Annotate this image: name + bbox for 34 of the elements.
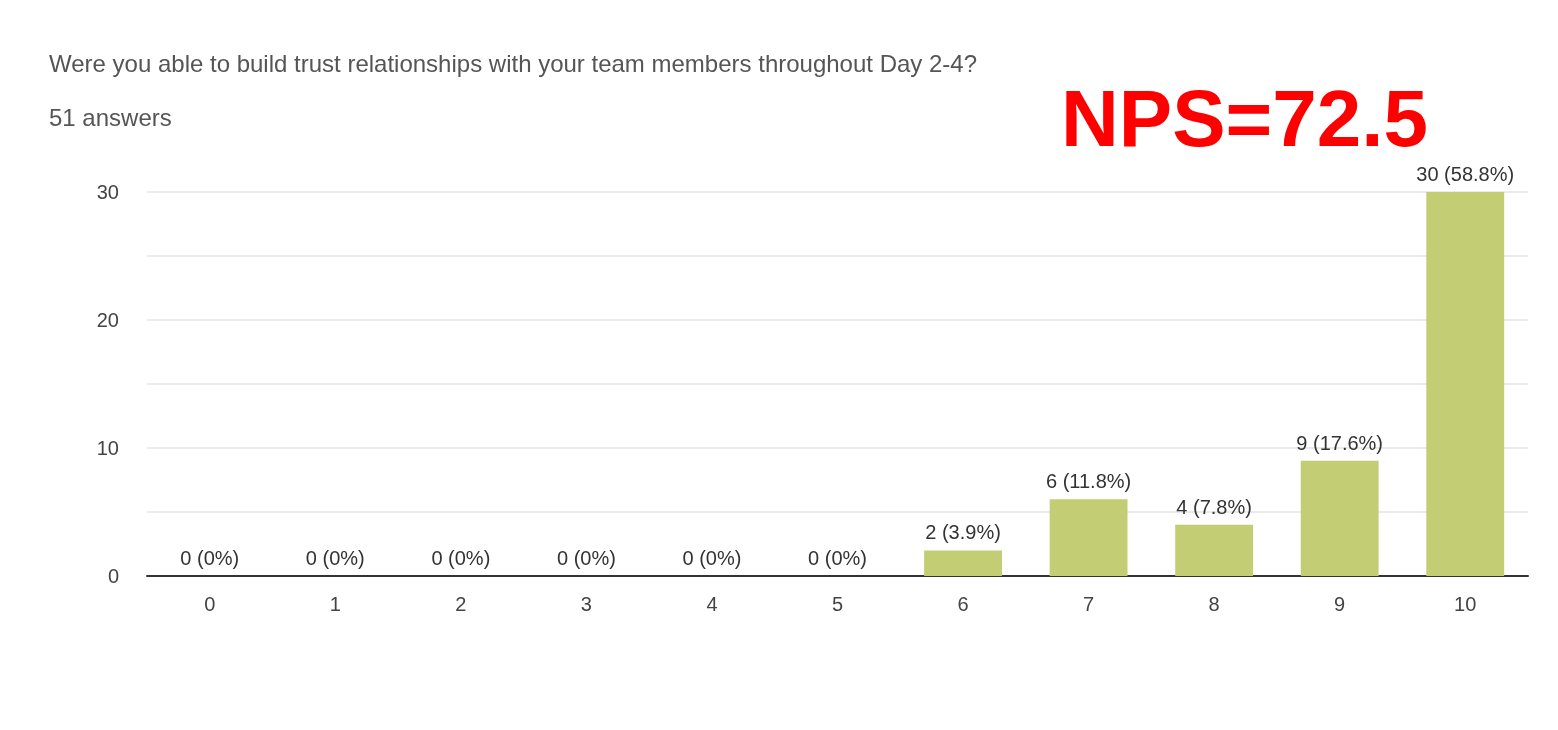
data-label: 0 (0%): [808, 547, 867, 569]
data-label: 4 (7.8%): [1176, 495, 1252, 518]
data-label: 2 (3.9%): [925, 521, 1001, 544]
x-tick-label: 10: [1454, 593, 1477, 615]
y-tick-label: 0: [107, 565, 119, 587]
x-tick-label: 1: [329, 593, 341, 615]
x-tick-label: 5: [831, 593, 844, 615]
data-label: 6 (11.8%): [1045, 470, 1132, 493]
y-tick-label: 10: [96, 437, 119, 459]
chart-title: Were you able to build trust relationships with your team members throughout Day 2-4?: [49, 49, 978, 77]
text: NPS=72.5: [1061, 73, 1429, 163]
x-tick-label: 4: [706, 593, 718, 615]
bar: [1426, 192, 1505, 576]
chart-subtitle: 51 answers: [49, 103, 172, 131]
x-tick-label: 0: [204, 593, 216, 615]
bar: [1175, 524, 1254, 576]
data-label: 0 (0%): [180, 547, 240, 569]
x-tick-label: 3: [580, 593, 592, 615]
bar: [1049, 499, 1128, 576]
y-tick-label: 20: [96, 309, 119, 331]
data-label: 9 (17.6%): [1296, 431, 1384, 454]
x-tick-label: 7: [1083, 593, 1095, 615]
x-tick-label: 6: [957, 593, 969, 615]
y-tick-label: 30: [96, 181, 119, 203]
data-label: 0 (0%): [305, 547, 365, 569]
data-label: 30 (58.8%): [1416, 163, 1515, 185]
data-label: 0 (0%): [682, 547, 742, 569]
bar: [1300, 460, 1379, 576]
x-tick-label: 9: [1334, 593, 1346, 615]
x-tick-label: 2: [455, 593, 467, 615]
x-tick-label: 8: [1208, 593, 1220, 615]
data-label: 0 (0%): [431, 547, 491, 569]
data-label: 0 (0%): [556, 547, 616, 569]
bar: [924, 550, 1002, 576]
